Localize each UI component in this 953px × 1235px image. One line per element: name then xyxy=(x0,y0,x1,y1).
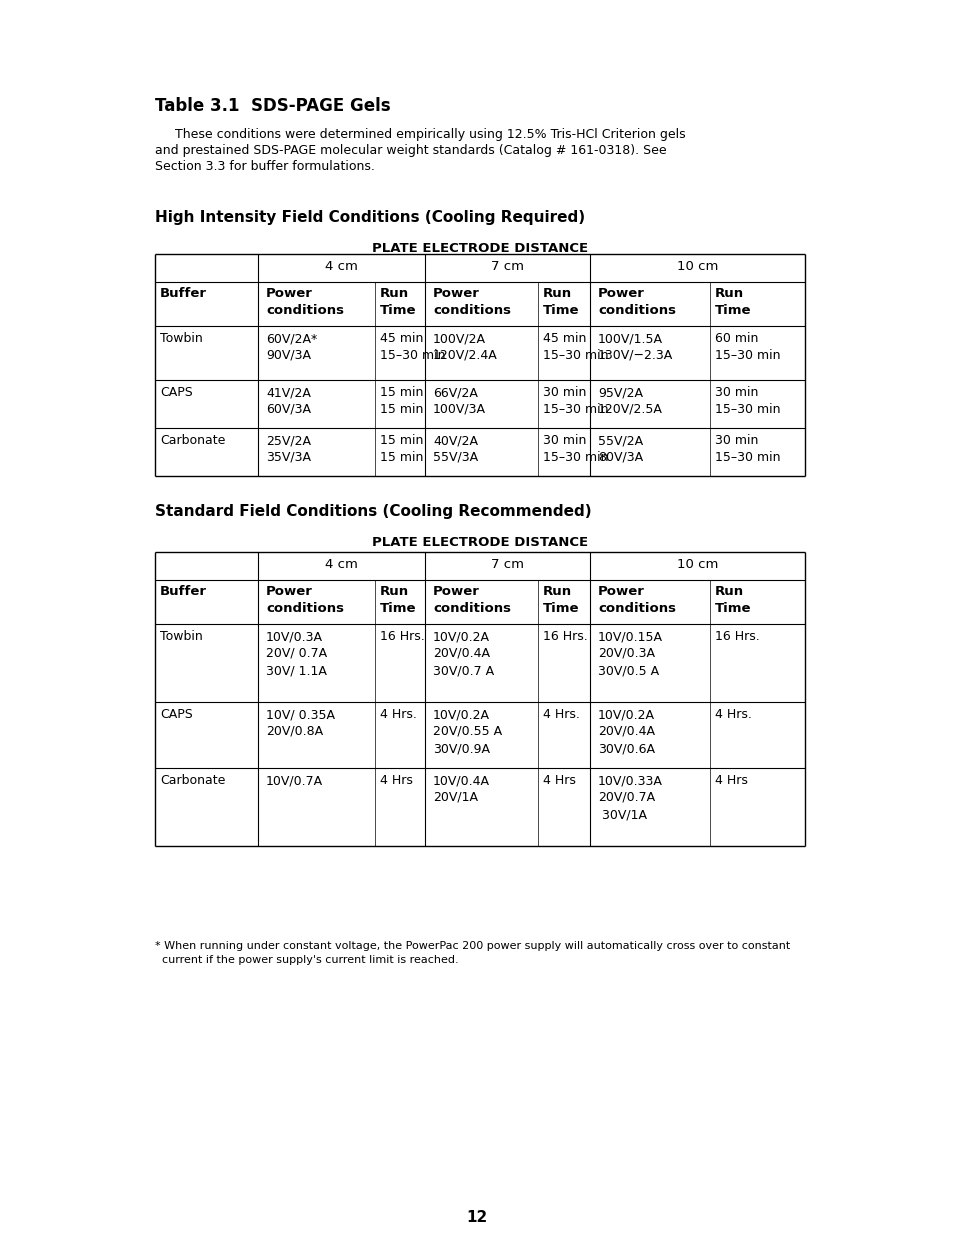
Text: 100V/2A
120V/2.4A: 100V/2A 120V/2.4A xyxy=(433,332,497,362)
Text: 4 cm: 4 cm xyxy=(325,558,357,571)
Text: 30 min
15–30 min: 30 min 15–30 min xyxy=(542,387,608,416)
Text: Buffer: Buffer xyxy=(160,585,207,598)
Text: 40V/2A
55V/3A: 40V/2A 55V/3A xyxy=(433,433,477,464)
Text: 66V/2A
100V/3A: 66V/2A 100V/3A xyxy=(433,387,485,416)
Text: 10 cm: 10 cm xyxy=(676,261,718,273)
Text: Towbin: Towbin xyxy=(160,332,203,345)
Text: Run
Time: Run Time xyxy=(379,585,416,615)
Text: Table 3.1  SDS-PAGE Gels: Table 3.1 SDS-PAGE Gels xyxy=(154,98,390,115)
Text: 10V/0.2A
20V/0.55 A
30V/0.9A: 10V/0.2A 20V/0.55 A 30V/0.9A xyxy=(433,708,501,755)
Text: Towbin: Towbin xyxy=(160,630,203,643)
Text: 4 Hrs: 4 Hrs xyxy=(379,774,413,787)
Text: PLATE ELECTRODE DISTANCE: PLATE ELECTRODE DISTANCE xyxy=(372,536,587,550)
Text: 10V/0.4A
20V/1A: 10V/0.4A 20V/1A xyxy=(433,774,490,804)
Text: 7 cm: 7 cm xyxy=(491,558,523,571)
Text: Run
Time: Run Time xyxy=(379,287,416,317)
Text: 4 Hrs: 4 Hrs xyxy=(542,774,576,787)
Text: Power
conditions: Power conditions xyxy=(433,287,511,317)
Text: 10V/0.33A
20V/0.7A
 30V/1A: 10V/0.33A 20V/0.7A 30V/1A xyxy=(598,774,662,821)
Text: 30 min
15–30 min: 30 min 15–30 min xyxy=(542,433,608,464)
Text: Section 3.3 for buffer formulations.: Section 3.3 for buffer formulations. xyxy=(154,161,375,173)
Text: Power
conditions: Power conditions xyxy=(266,585,344,615)
Text: 4 cm: 4 cm xyxy=(325,261,357,273)
Text: 30 min
15–30 min: 30 min 15–30 min xyxy=(714,433,780,464)
Text: 10V/0.2A
20V/0.4A
30V/0.6A: 10V/0.2A 20V/0.4A 30V/0.6A xyxy=(598,708,655,755)
Text: Carbonate: Carbonate xyxy=(160,433,225,447)
Text: 10V/0.3A
20V/ 0.7A
30V/ 1.1A: 10V/0.3A 20V/ 0.7A 30V/ 1.1A xyxy=(266,630,327,677)
Text: Power
conditions: Power conditions xyxy=(598,287,676,317)
Text: 4 Hrs.: 4 Hrs. xyxy=(379,708,416,721)
Text: These conditions were determined empirically using 12.5% Tris-HCl Criterion gels: These conditions were determined empiric… xyxy=(154,128,685,141)
Text: * When running under constant voltage, the PowerPac 200 power supply will automa: * When running under constant voltage, t… xyxy=(154,941,789,951)
Text: Power
conditions: Power conditions xyxy=(598,585,676,615)
Text: Run
Time: Run Time xyxy=(542,287,578,317)
Text: Run
Time: Run Time xyxy=(542,585,578,615)
Text: current if the power supply's current limit is reached.: current if the power supply's current li… xyxy=(154,955,458,965)
Text: 10 cm: 10 cm xyxy=(676,558,718,571)
Text: 4 Hrs: 4 Hrs xyxy=(714,774,747,787)
Text: 55V/2A
80V/3A: 55V/2A 80V/3A xyxy=(598,433,642,464)
Text: 45 min
15–30 min: 45 min 15–30 min xyxy=(542,332,608,362)
Text: 15 min
15 min: 15 min 15 min xyxy=(379,387,423,416)
Text: 10V/0.15A
20V/0.3A
30V/0.5 A: 10V/0.15A 20V/0.3A 30V/0.5 A xyxy=(598,630,662,677)
Text: Run
Time: Run Time xyxy=(714,287,751,317)
Text: and prestained SDS-PAGE molecular weight standards (Catalog # 161-0318). See: and prestained SDS-PAGE molecular weight… xyxy=(154,144,666,157)
Text: 10V/0.7A: 10V/0.7A xyxy=(266,774,323,787)
Text: 16 Hrs.: 16 Hrs. xyxy=(542,630,587,643)
Text: 4 Hrs.: 4 Hrs. xyxy=(714,708,751,721)
Text: 100V/1.5A
130V/−2.3A: 100V/1.5A 130V/−2.3A xyxy=(598,332,673,362)
Text: 45 min
15–30 min: 45 min 15–30 min xyxy=(379,332,445,362)
Text: High Intensity Field Conditions (Cooling Required): High Intensity Field Conditions (Cooling… xyxy=(154,210,584,225)
Text: 25V/2A
35V/3A: 25V/2A 35V/3A xyxy=(266,433,311,464)
Text: 10V/ 0.35A
20V/0.8A: 10V/ 0.35A 20V/0.8A xyxy=(266,708,335,739)
Text: 16 Hrs.: 16 Hrs. xyxy=(379,630,424,643)
Text: 95V/2A
120V/2.5A: 95V/2A 120V/2.5A xyxy=(598,387,662,416)
Text: 4 Hrs.: 4 Hrs. xyxy=(542,708,579,721)
Text: 30 min
15–30 min: 30 min 15–30 min xyxy=(714,387,780,416)
Text: 7 cm: 7 cm xyxy=(491,261,523,273)
Text: Buffer: Buffer xyxy=(160,287,207,300)
Text: Standard Field Conditions (Cooling Recommended): Standard Field Conditions (Cooling Recom… xyxy=(154,504,591,519)
Text: 60V/2A*
90V/3A: 60V/2A* 90V/3A xyxy=(266,332,317,362)
Text: 10V/0.2A
20V/0.4A
30V/0.7 A: 10V/0.2A 20V/0.4A 30V/0.7 A xyxy=(433,630,494,677)
Text: Power
conditions: Power conditions xyxy=(266,287,344,317)
Text: 16 Hrs.: 16 Hrs. xyxy=(714,630,759,643)
Text: Power
conditions: Power conditions xyxy=(433,585,511,615)
Text: CAPS: CAPS xyxy=(160,708,193,721)
Text: 60 min
15–30 min: 60 min 15–30 min xyxy=(714,332,780,362)
Text: Carbonate: Carbonate xyxy=(160,774,225,787)
Text: 15 min
15 min: 15 min 15 min xyxy=(379,433,423,464)
Text: PLATE ELECTRODE DISTANCE: PLATE ELECTRODE DISTANCE xyxy=(372,242,587,254)
Text: 41V/2A
60V/3A: 41V/2A 60V/3A xyxy=(266,387,311,416)
Text: CAPS: CAPS xyxy=(160,387,193,399)
Text: Run
Time: Run Time xyxy=(714,585,751,615)
Text: 12: 12 xyxy=(466,1210,487,1225)
